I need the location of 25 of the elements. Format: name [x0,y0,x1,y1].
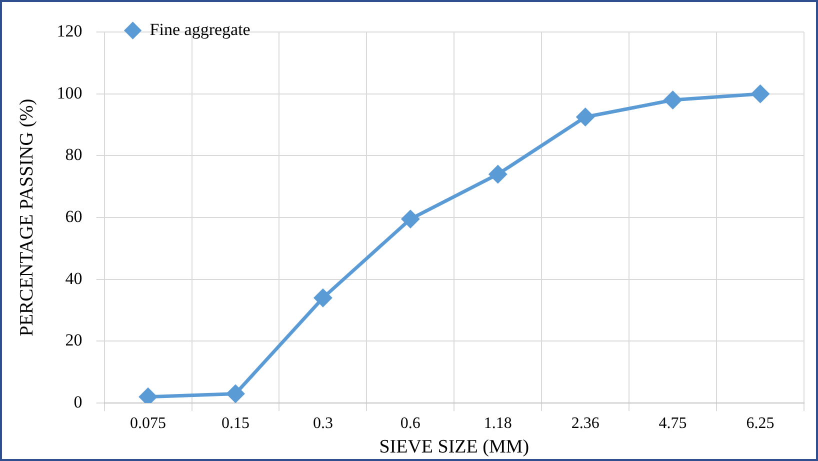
y-tick-label: 60 [65,206,82,226]
x-tick-label: 0.3 [312,414,333,432]
x-tick-label: 6.25 [746,414,774,432]
point [489,165,507,183]
legend-label: Fine aggregate [150,20,250,39]
x-tick-label: 4.75 [658,414,687,432]
y-tick-label: 100 [56,83,82,102]
x-tick-label: 1.18 [484,414,512,432]
x-axis-title: SIEVE SIZE (MM) [379,436,530,458]
x-tick-label: 0.6 [400,414,420,432]
y-tick-label: 20 [65,330,82,350]
x-tick-label: 2.36 [571,414,600,432]
x-tick-label: 0.075 [130,414,166,432]
x-tick-label: 0.15 [221,414,250,432]
y-tick-label: 120 [56,21,82,40]
y-tick-label: 80 [65,145,82,164]
y-tick-label: 40 [65,268,82,288]
point [226,384,244,402]
point [314,289,332,307]
point [752,85,770,103]
point [402,210,420,228]
point [576,108,594,126]
y-axis-title: PERCENTAGE PASSING (%) [16,98,38,336]
point [664,91,682,109]
y-tick-label: 0 [74,392,82,412]
